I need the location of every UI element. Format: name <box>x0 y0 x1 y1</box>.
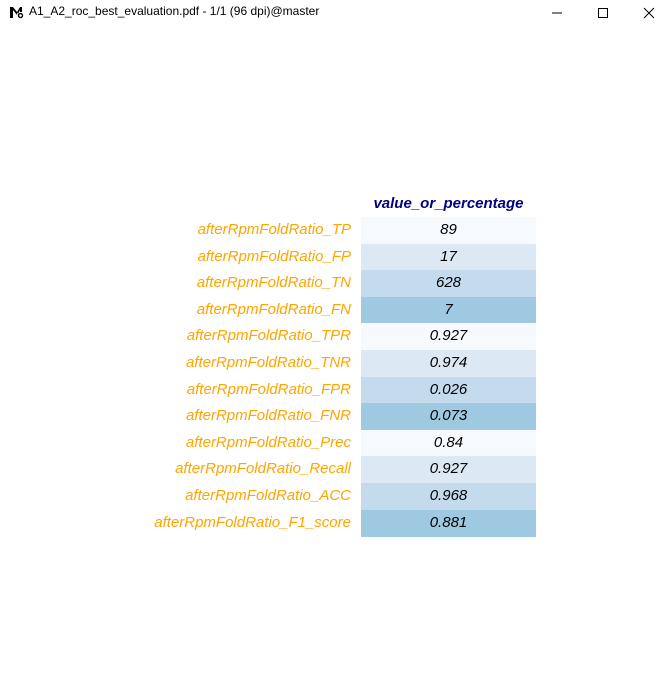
row-label: afterRpmFoldRatio_FN <box>196 301 351 318</box>
value-cell: 0.84 <box>361 430 536 457</box>
row-label: afterRpmFoldRatio_FP <box>197 248 351 265</box>
value-cell: 7 <box>361 297 536 324</box>
maximize-icon <box>598 8 608 18</box>
row-label: afterRpmFoldRatio_F1_score <box>154 514 351 531</box>
row-label: afterRpmFoldRatio_TN <box>196 274 351 291</box>
row-label: afterRpmFoldRatio_TP <box>197 221 351 238</box>
row-label: afterRpmFoldRatio_FNR <box>185 407 351 424</box>
mupdf-icon <box>10 7 24 19</box>
row-label: afterRpmFoldRatio_Recall <box>175 460 351 477</box>
column-header: value_or_percentage <box>373 195 524 212</box>
window-titlebar: A1_A2_roc_best_evaluation.pdf - 1/1 (96 … <box>0 0 672 26</box>
value-cell: 0.881 <box>361 510 536 537</box>
row-label: afterRpmFoldRatio_Prec <box>185 434 351 451</box>
value-cell: 17 <box>361 244 536 271</box>
value-cell: 0.968 <box>361 483 536 510</box>
row-label: afterRpmFoldRatio_TNR <box>185 354 351 371</box>
window-title: A1_A2_roc_best_evaluation.pdf - 1/1 (96 … <box>29 4 320 18</box>
row-label: afterRpmFoldRatio_FPR <box>186 381 351 398</box>
close-button[interactable] <box>626 0 672 26</box>
value-cell: 0.927 <box>361 323 536 350</box>
value-cell: 0.974 <box>361 350 536 377</box>
value-cell: 0.026 <box>361 377 536 404</box>
minimize-button[interactable] <box>534 0 580 26</box>
close-icon <box>643 7 655 19</box>
value-cell: 0.073 <box>361 403 536 430</box>
value-cell: 89 <box>361 217 536 244</box>
value-cell: 0.927 <box>361 456 536 483</box>
maximize-button[interactable] <box>580 0 626 26</box>
minimize-icon <box>552 12 562 14</box>
row-label: afterRpmFoldRatio_ACC <box>185 487 351 504</box>
row-label: afterRpmFoldRatio_TPR <box>186 327 351 344</box>
value-cell: 628 <box>361 270 536 297</box>
